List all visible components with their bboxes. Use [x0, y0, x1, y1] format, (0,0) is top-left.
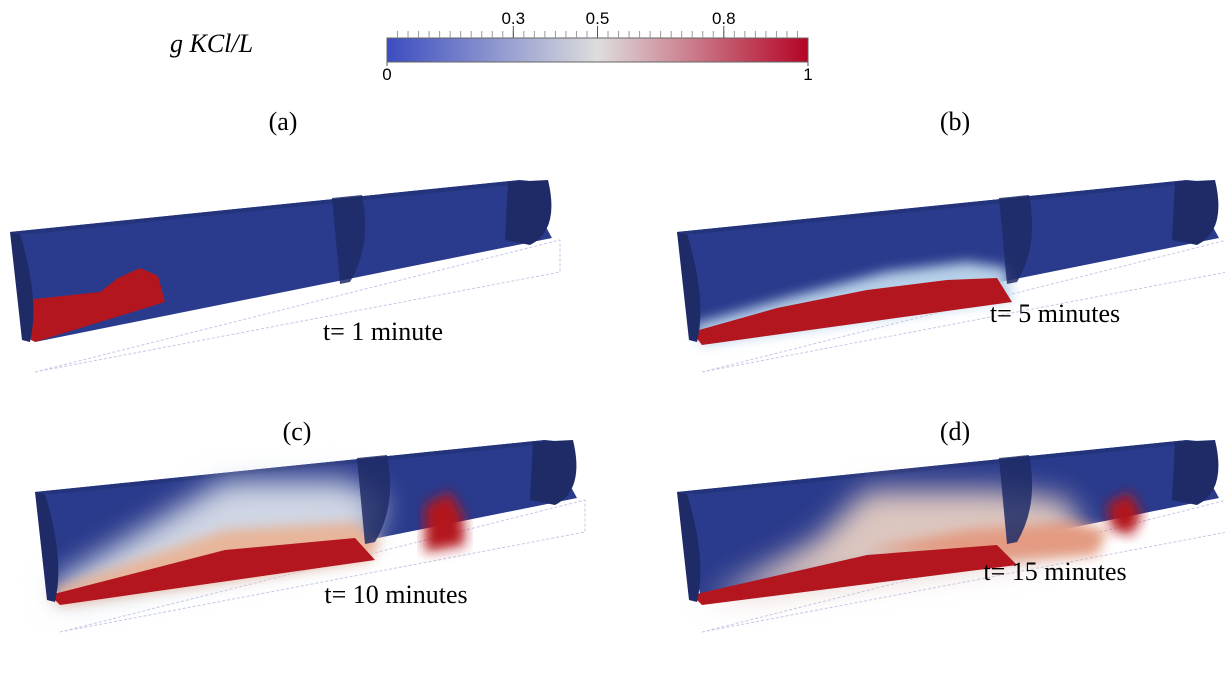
panel-letter: (d) — [940, 417, 970, 446]
tank-top-edge — [10, 180, 540, 234]
tank-top-edge — [35, 440, 565, 494]
panel-caption: t= 5 minutes — [990, 299, 1120, 328]
end-cap-left — [35, 492, 59, 602]
end-cap-left — [677, 232, 701, 342]
tank-panel — [10, 180, 561, 373]
panel-letter: (c) — [283, 417, 312, 446]
end-cap-right — [1172, 180, 1219, 245]
panel-caption: t= 15 minutes — [983, 557, 1126, 586]
concentration-plume — [50, 538, 375, 605]
tank-bottom-outline — [34, 239, 561, 373]
panel-caption: t= 1 minute — [323, 317, 443, 346]
baffle — [357, 455, 391, 544]
tank-panel — [677, 440, 1225, 633]
colorbar-label: g KCl/L — [170, 29, 253, 58]
tick-label: 0 — [382, 65, 391, 84]
concentration-plume — [692, 278, 1012, 345]
concentration-plume — [692, 545, 1017, 605]
tank-top-edge — [677, 440, 1207, 494]
tick-label: 0.8 — [712, 9, 736, 28]
end-cap-left — [10, 232, 34, 342]
tank-panel — [35, 440, 586, 633]
panel-letter: (a) — [269, 107, 298, 136]
panel-caption: t= 10 minutes — [324, 580, 467, 609]
baffle — [999, 195, 1033, 284]
colorbar — [386, 37, 809, 63]
end-cap-right — [1172, 440, 1219, 505]
concentration-plume — [22, 268, 165, 342]
panel-letter: (b) — [940, 107, 970, 136]
concentration-plume — [425, 492, 465, 552]
concentration-plume — [1107, 492, 1142, 535]
end-cap-right — [505, 180, 552, 245]
baffle — [332, 195, 366, 284]
tick-label: 1 — [803, 65, 812, 84]
tank-panel — [677, 180, 1225, 373]
tick-label: 0.3 — [501, 9, 525, 28]
end-cap-right — [530, 440, 577, 505]
tank-top-edge — [677, 180, 1207, 234]
end-cap-left — [677, 492, 701, 602]
baffle — [999, 455, 1033, 544]
tick-label: 0.5 — [586, 9, 610, 28]
